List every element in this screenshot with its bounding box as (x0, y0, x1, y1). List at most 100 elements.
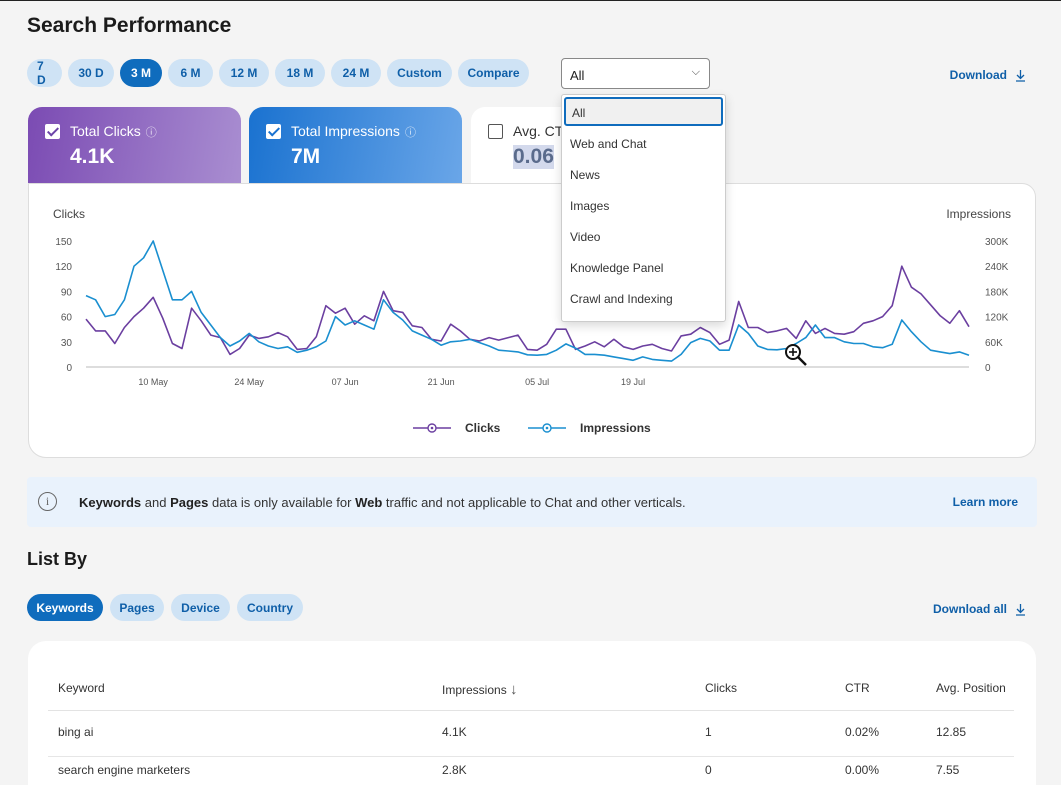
y-right-axis-label: Impressions (946, 207, 1011, 221)
y-left-tick: 60 (61, 313, 73, 324)
download-icon (1016, 603, 1025, 616)
page-title: Search Performance (27, 14, 232, 37)
header-keyword[interactable]: Keyword (58, 681, 105, 695)
y-left-tick: 150 (55, 237, 72, 248)
cell-clicks: 0 (705, 763, 712, 777)
table-row[interactable]: search engine marketers 2.8K 0 0.00% 7.5… (48, 757, 1014, 785)
info-icon: ⓘ (145, 127, 157, 139)
impressions-checkbox[interactable] (266, 124, 281, 139)
time-pill-30d[interactable]: 30 D (68, 59, 114, 87)
table-header: Keyword Impressions ↓ Clicks CTR Avg. Po… (48, 681, 1014, 711)
zoom-cursor-handle (797, 356, 807, 366)
header-clicks[interactable]: Clicks (705, 681, 737, 695)
list-by-tabs: Keywords Pages Device Country (27, 594, 303, 621)
tab-device[interactable]: Device (171, 594, 230, 621)
y-left-tick: 0 (66, 363, 72, 374)
x-tick: 21 Jun (428, 377, 455, 387)
series-line-clicks (85, 265, 970, 356)
info-web: Web (355, 495, 383, 510)
header-impressions[interactable]: Impressions ↓ (442, 681, 518, 698)
cell-ctr: 0.00% (845, 763, 880, 777)
info-icon: ⓘ (404, 127, 416, 139)
line-chart: Clicks Impressions 0 30 60 90 120 150 0 60K 120K 18… (53, 207, 1011, 435)
ctr-checkbox[interactable] (488, 124, 503, 139)
header-avg-position[interactable]: Avg. Position (936, 681, 1006, 695)
y-right-tick: 240K (985, 262, 1009, 273)
x-tick: 05 Jul (525, 377, 549, 387)
time-pill-7d[interactable]: 7 D (27, 59, 62, 87)
dropdown-option-all[interactable]: All (564, 97, 723, 126)
tab-country[interactable]: Country (237, 594, 303, 621)
ctr-card-label: Avg. CT (513, 123, 564, 139)
legend-label: Clicks (465, 421, 501, 435)
tab-keywords[interactable]: Keywords (27, 594, 103, 621)
x-tick: 24 May (234, 377, 264, 387)
dropdown-option-news[interactable]: News (570, 168, 601, 182)
info-icon: i (38, 492, 57, 511)
cell-avg-position: 7.55 (936, 763, 960, 777)
cell-ctr: 0.02% (845, 725, 880, 739)
cell-impressions: 4.1K (442, 725, 467, 739)
download-icon (1016, 69, 1025, 82)
custom-range-pill[interactable]: Custom (387, 59, 452, 87)
time-pill-12m[interactable]: 12 M (219, 59, 269, 87)
dropdown-option-images[interactable]: Images (570, 199, 610, 213)
y-right-tick: 60K (985, 338, 1003, 349)
time-pill-18m[interactable]: 18 M (275, 59, 325, 87)
tab-pages[interactable]: Pages (110, 594, 164, 621)
download-all-button[interactable]: Download all (933, 602, 1026, 616)
time-pill-6m[interactable]: 6 M (168, 59, 213, 87)
time-range-pills: 7 D 30 D 3 M 6 M 12 M 18 M 24 M Custom C… (27, 59, 529, 87)
dropdown-option-crawl-and-indexing[interactable]: Crawl and Indexing (570, 292, 673, 306)
x-tick: 07 Jun (332, 377, 359, 387)
cell-clicks: 1 (705, 725, 712, 739)
download-button[interactable]: Download (950, 68, 1026, 82)
info-text-1: and (141, 495, 171, 510)
header-impressions-label: Impressions (442, 683, 507, 697)
dropdown-option-video[interactable]: Video (570, 230, 601, 244)
select-value: All (570, 68, 585, 83)
y-right-tick: 0 (985, 363, 991, 374)
y-right-tick: 120K (985, 313, 1009, 324)
y-right-tick: 300K (985, 237, 1009, 248)
cell-keyword: search engine marketers (58, 763, 191, 777)
legend-label: Impressions (580, 421, 651, 435)
cell-avg-position: 12.85 (936, 725, 967, 739)
dropdown-option-web-and-chat[interactable]: Web and Chat (570, 137, 647, 151)
download-all-label: Download all (932, 602, 1007, 616)
y-left-axis-label: Clicks (53, 207, 85, 221)
clicks-card-value: 4.1K (70, 145, 115, 168)
list-by-title: List By (27, 549, 88, 569)
header-ctr[interactable]: CTR (845, 681, 870, 695)
info-text-3: traffic and not applicable to Chat and o… (382, 495, 686, 510)
top-border (0, 0, 1061, 1)
time-pill-24m[interactable]: 24 M (331, 59, 381, 87)
time-pill-3m[interactable]: 3 M (120, 59, 162, 87)
info-text: Keywords and Pages data is only availabl… (79, 495, 686, 510)
info-keywords: Keywords (79, 495, 142, 510)
impressions-card-label: Total Impressions (291, 123, 400, 139)
keywords-table: Keyword Impressions ↓ Clicks CTR Avg. Po… (28, 641, 1036, 785)
info-banner: i Keywords and Pages data is only availa… (27, 477, 1037, 527)
vertical-filter-select[interactable]: All ⌵ (561, 58, 710, 89)
cell-keyword: bing ai (58, 725, 94, 739)
clicks-checkbox[interactable] (45, 124, 60, 139)
x-tick: 19 Jul (621, 377, 645, 387)
total-clicks-card[interactable]: Total Clicks ⓘ 4.1K (28, 107, 241, 187)
y-right-tick: 180K (985, 287, 1009, 298)
sort-down-icon: ↓ (510, 681, 518, 698)
series-line-impressions (85, 240, 970, 362)
download-label: Download (949, 68, 1007, 82)
total-impressions-card[interactable]: Total Impressions ⓘ 7M (249, 107, 462, 187)
cell-impressions: 2.8K (442, 763, 467, 777)
table-row[interactable]: bing ai 4.1K 1 0.02% 12.85 (48, 719, 1014, 757)
impressions-card-value: 7M (291, 145, 321, 168)
compare-pill[interactable]: Compare (458, 59, 529, 87)
dropdown-option-knowledge-panel[interactable]: Knowledge Panel (570, 261, 664, 275)
learn-more-link[interactable]: Learn more (952, 495, 1018, 509)
avg-ctr-card[interactable]: Avg. CT 0.06 (471, 107, 566, 187)
performance-chart: Clicks Impressions 0 30 60 90 120 150 0 60K 120K 18… (28, 183, 1036, 458)
y-left-tick: 30 (61, 338, 73, 349)
legend-marker-dot (545, 426, 549, 430)
clicks-card-label: Total Clicks (70, 123, 141, 139)
